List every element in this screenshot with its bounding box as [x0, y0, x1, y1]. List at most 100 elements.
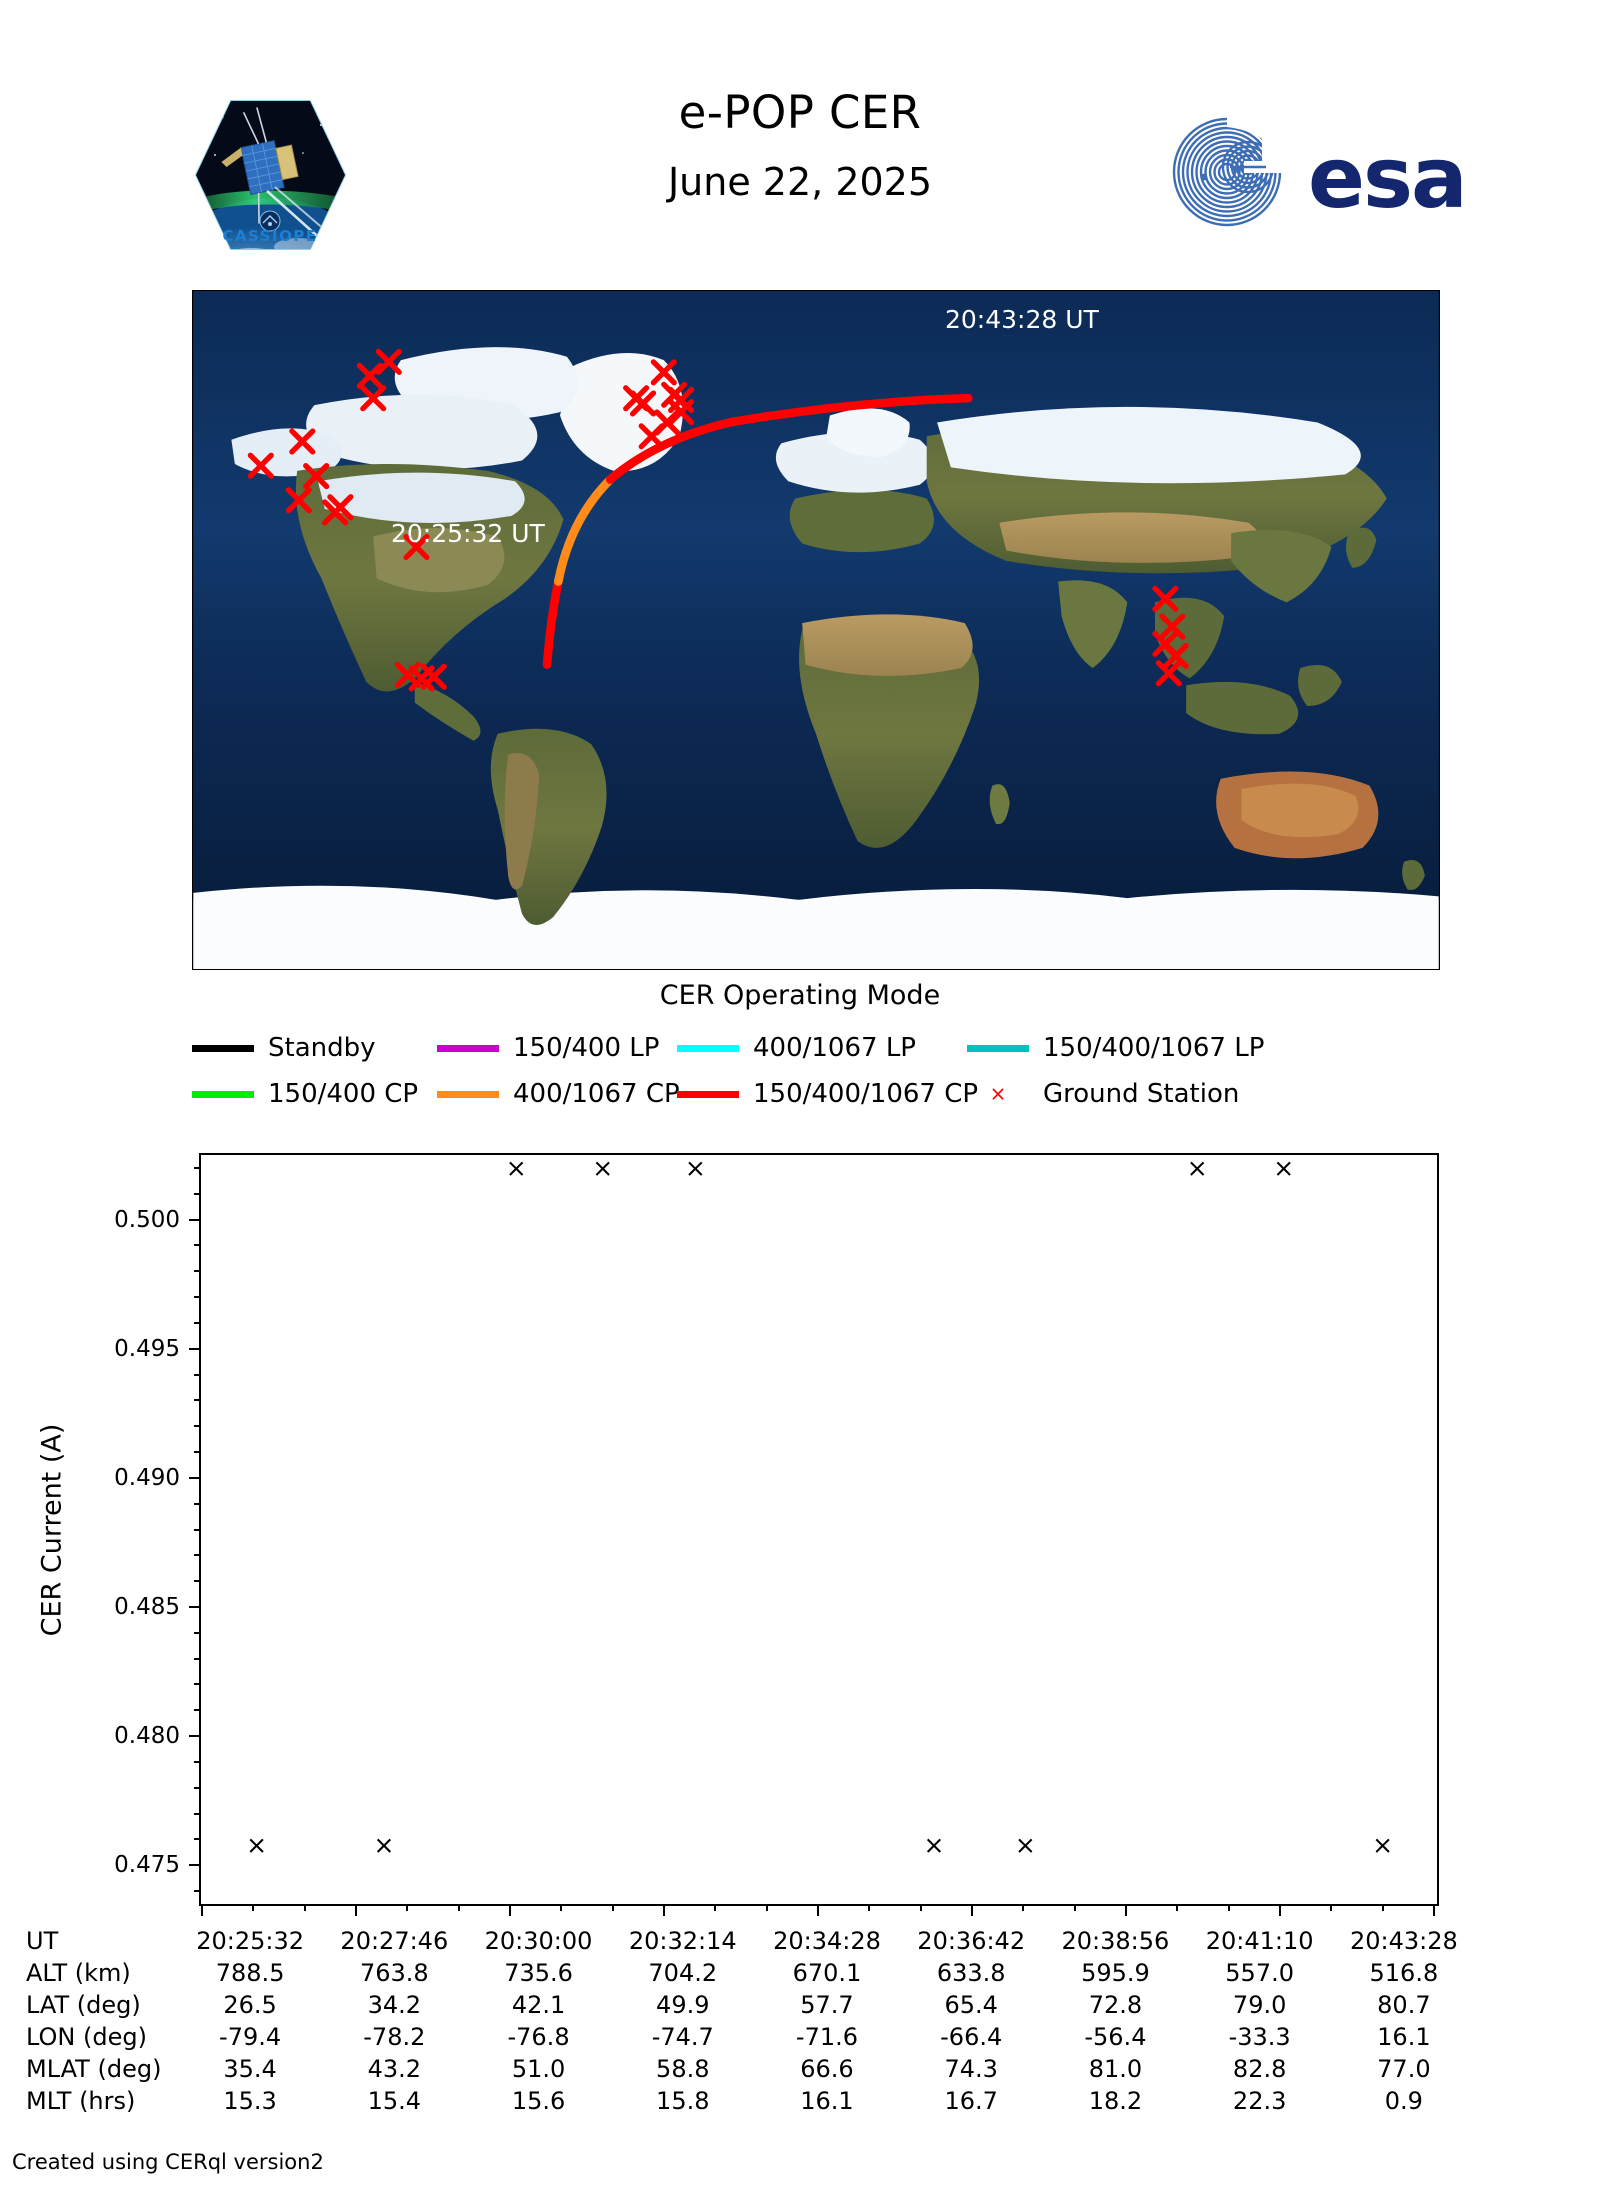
table-row-label: MLT (hrs) [26, 2087, 136, 2115]
table-row: MLT (hrs) 15.3 15.4 15.6 15.8 16.1 16.7 18.2 22.… [26, 2085, 1476, 2117]
table-cell: 66.6 [800, 2055, 854, 2083]
table-cell: 15.8 [656, 2087, 710, 2115]
y-tick-major [189, 1735, 201, 1738]
table-cell: -78.2 [363, 2023, 426, 2051]
data-point-marker: × [1372, 1830, 1394, 1860]
data-point-marker: × [684, 1153, 706, 1183]
table-cell: 51.0 [511, 2055, 566, 2083]
y-tick-minor [194, 1192, 201, 1195]
table-cell: 595.9 [1081, 1959, 1150, 1987]
x-tick-minor [303, 1904, 306, 1911]
y-tick-label: 0.475 [114, 1852, 180, 1879]
table-cell: 20:27:46 [340, 1927, 449, 1955]
x-tick-minor [714, 1904, 717, 1911]
y-tick-minor [194, 1786, 201, 1789]
table-cell: 77.0 [1377, 2055, 1431, 2083]
x-tick-minor [611, 1904, 614, 1911]
table-cell: 0.9 [1384, 2087, 1423, 2115]
x-tick-minor [765, 1904, 768, 1911]
map-end-time-label: 20:43:28 UT [945, 305, 1099, 334]
data-point-marker: × [1186, 1153, 1208, 1183]
cer-current-plot[interactable]: 0.475 0.480 0.485 0.490 0.495 0.500 × × × × × × × × × × [114, 1153, 1439, 1916]
y-tick-minor [194, 1373, 201, 1376]
y-tick-minor [194, 1890, 201, 1893]
y-tick-major [189, 1476, 201, 1479]
table-cell: 42.1 [511, 1991, 566, 2019]
legend-swatch-standby [192, 1044, 254, 1052]
legend-swatch-150-400-1067-lp [967, 1044, 1029, 1052]
cassiope-logo: CASSIOPE [193, 95, 348, 255]
legend-item-150-400-cp[interactable]: 150/400 CP [192, 1079, 437, 1109]
legend-item-150-400-1067-cp[interactable]: 150/400/1067 CP [677, 1079, 978, 1109]
y-tick-minor [194, 1296, 201, 1299]
esa-logo: esa [1170, 115, 1468, 230]
legend-item-150-400-1067-lp[interactable]: 150/400/1067 LP [967, 1033, 1264, 1063]
table-cell: 20:32:14 [628, 1927, 737, 1955]
y-tick-minor [194, 1166, 201, 1169]
page-header: CASSIOPE e-POP CER June 22, 2025 [0, 0, 1600, 270]
table-cell: 20:34:28 [773, 1927, 881, 1955]
table-cell: 72.8 [1088, 1991, 1143, 2019]
legend-item-400-1067-lp[interactable]: 400/1067 LP [677, 1033, 967, 1063]
x-tick-major [1125, 1904, 1127, 1916]
x-tick-minor [1176, 1904, 1179, 1911]
legend-item-400-1067-cp[interactable]: 400/1067 CP [437, 1079, 680, 1109]
data-point-marker: × [923, 1830, 945, 1860]
y-tick-label: 0.500 [114, 1206, 180, 1233]
table-cell: 15.3 [223, 2087, 277, 2115]
x-tick-major [971, 1904, 973, 1916]
table-cell: 20:43:28 [1349, 1927, 1458, 1955]
data-point-marker: × [1273, 1153, 1295, 1183]
legend-swatch-150-400-1067-cp [677, 1090, 739, 1098]
table-row-label: ALT (km) [26, 1959, 131, 1987]
legend-item-ground-station[interactable]: × Ground Station [967, 1079, 1240, 1109]
legend-label-ground-station: Ground Station [1043, 1079, 1240, 1109]
x-tick-minor [560, 1904, 563, 1911]
table-row: UT 20:25:32 20:27:46 20:30:00 20:32:14 20:34:… [26, 1925, 1476, 1957]
cassiope-logo-text: CASSIOPE [222, 227, 317, 245]
x-tick-minor [406, 1904, 409, 1911]
x-tick-minor [1022, 1904, 1025, 1911]
x-tick-minor [1227, 1904, 1230, 1911]
y-tick-label: 0.480 [114, 1723, 180, 1750]
title-block: e-POP CER June 22, 2025 [400, 90, 1200, 201]
world-map-panel[interactable]: 20:43:28 UT 20:25:32 UT [192, 290, 1440, 970]
y-tick-major [189, 1864, 201, 1867]
ground-station-markers [247, 348, 1189, 692]
x-tick-major [1433, 1904, 1435, 1916]
legend-item-150-400-lp[interactable]: 150/400 LP [437, 1033, 677, 1063]
x-tick-minor [1381, 1904, 1384, 1911]
legend-label-400-1067-lp: 400/1067 LP [753, 1033, 916, 1063]
table-row-label: MLAT (deg) [26, 2055, 162, 2083]
table-cell: 20:41:10 [1205, 1927, 1314, 1955]
table-cell: 74.3 [944, 2055, 998, 2083]
table-cell: 65.4 [944, 1991, 998, 2019]
ephemeris-table: UT 20:25:32 20:27:46 20:30:00 20:32:14 20:34:… [26, 1925, 1476, 2117]
table-cell: -33.3 [1228, 2023, 1291, 2051]
data-point-marker: × [592, 1153, 614, 1183]
table-cell: 15.6 [511, 2087, 566, 2115]
table-cell: 15.4 [367, 2087, 422, 2115]
table-cell: 20:38:56 [1061, 1927, 1170, 1955]
legend-label-standby: Standby [268, 1033, 376, 1063]
world-map-image [193, 291, 1439, 969]
table-cell: 49.9 [656, 1991, 710, 2019]
page-title: e-POP CER [678, 86, 922, 139]
y-tick-major [189, 1218, 201, 1221]
legend-label-150-400-1067-lp: 150/400/1067 LP [1043, 1033, 1265, 1063]
table-cell: 516.8 [1369, 1959, 1439, 1987]
legend-swatch-150-400-cp [192, 1090, 254, 1098]
legend-label-150-400-lp: 150/400 LP [513, 1033, 660, 1063]
table-cell: 557.0 [1225, 1959, 1294, 1987]
table-cell: -74.7 [651, 2023, 714, 2051]
data-point-marker: × [246, 1830, 268, 1860]
legend-item-standby[interactable]: Standby [192, 1033, 437, 1063]
y-tick-minor [194, 1425, 201, 1428]
table-cell: 20:30:00 [484, 1927, 593, 1955]
table-cell: 18.2 [1088, 2087, 1143, 2115]
table-cell: 704.2 [648, 1959, 718, 1987]
table-row-label: UT [26, 1927, 59, 1955]
y-tick-minor [194, 1321, 201, 1324]
legend-label-150-400-cp: 150/400 CP [268, 1079, 419, 1109]
table-cell: 26.5 [223, 1991, 277, 2019]
